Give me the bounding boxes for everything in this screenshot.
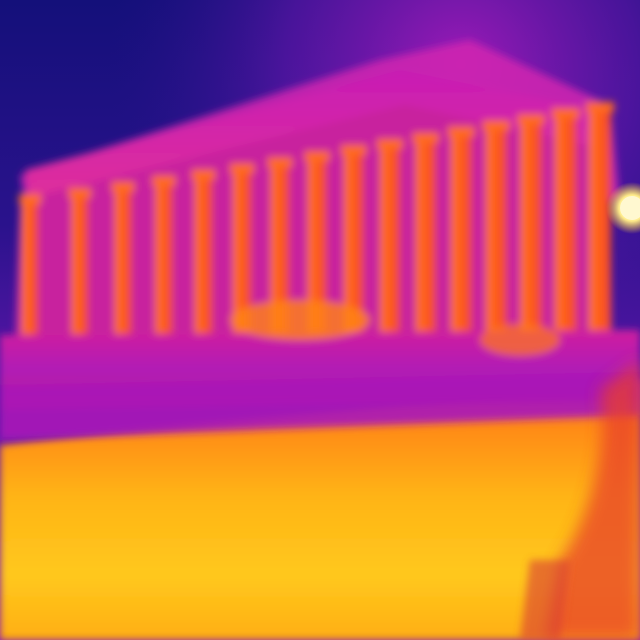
terrace-band: [0, 372, 640, 440]
column: [114, 187, 132, 340]
column-capital: [586, 102, 614, 112]
foreground-shadow: [520, 560, 570, 640]
column-capital: [551, 108, 580, 119]
column-capital: [152, 175, 176, 186]
column-capital: [304, 151, 330, 162]
column-capital: [341, 144, 367, 155]
column-capital: [19, 194, 41, 204]
column: [380, 144, 400, 340]
column: [485, 126, 507, 341]
column-capital: [230, 163, 255, 174]
column-capital: [412, 132, 439, 143]
temple: [0, 40, 640, 440]
rubble: [230, 300, 370, 340]
lamp: [620, 196, 640, 220]
column: [344, 150, 364, 340]
column-capital: [68, 187, 91, 198]
column: [307, 157, 327, 340]
column: [589, 108, 611, 340]
column: [22, 200, 38, 340]
column: [155, 181, 173, 340]
column: [71, 193, 88, 340]
column-capital: [517, 114, 545, 125]
column: [554, 114, 577, 340]
column: [520, 120, 542, 340]
column-capital: [191, 169, 216, 180]
column: [194, 175, 213, 340]
rubble-right: [480, 324, 560, 356]
column: [270, 163, 290, 340]
column: [415, 138, 436, 340]
column-capital: [111, 181, 135, 192]
ground: [0, 380, 640, 640]
column: [233, 169, 252, 340]
column-capital: [267, 157, 293, 168]
column: [451, 132, 472, 340]
column-capital: [377, 138, 403, 149]
columns: [19, 102, 614, 341]
column-capital: [482, 120, 510, 131]
entablature: [25, 70, 605, 205]
column-capital: [448, 126, 475, 137]
